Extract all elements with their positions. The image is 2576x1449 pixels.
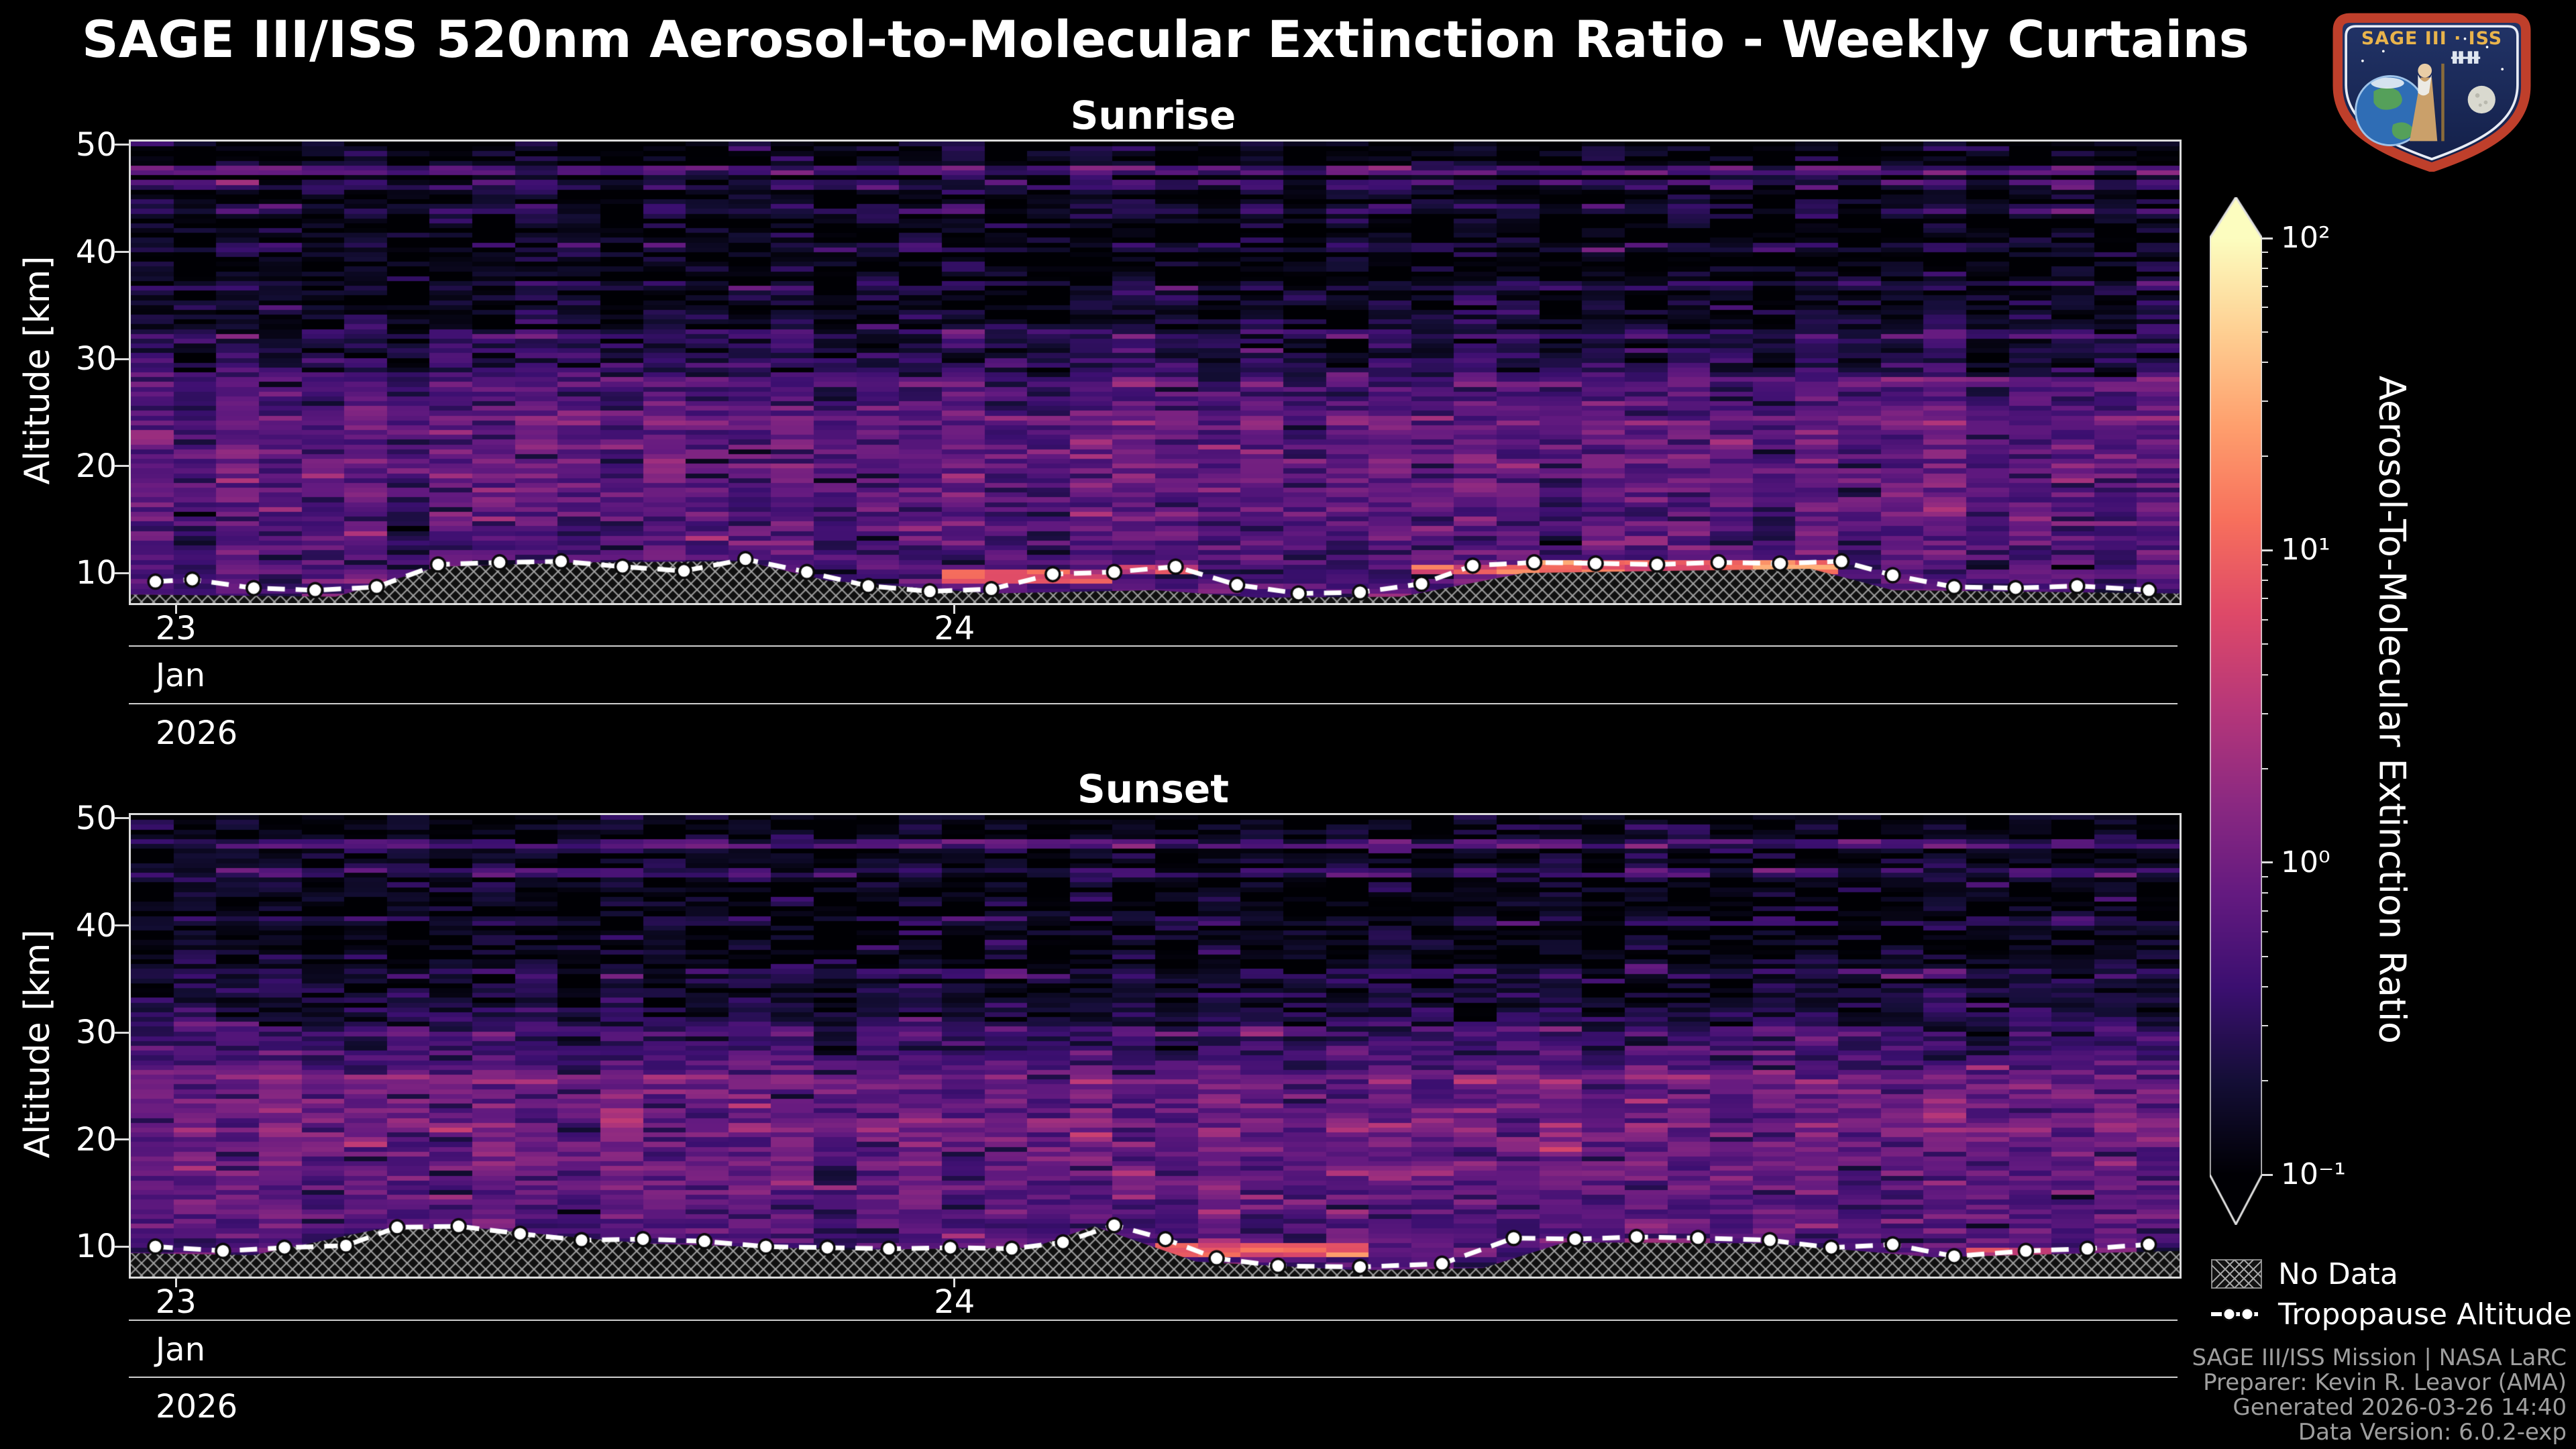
logo-title: SAGE III · ISS — [2361, 28, 2502, 49]
colorbar-minor-tick — [2262, 875, 2268, 877]
sunrise-plot-area — [129, 140, 2182, 605]
colorbar-label: Aerosol-To-Molecular Extinction Ratio — [2371, 376, 2414, 1044]
sunset-title: Sunset — [1077, 766, 1229, 812]
y-tick-label-sunrise-10: 10 — [75, 554, 117, 592]
colorbar-minor-tick — [2262, 674, 2268, 676]
y-tick-label-sunrise-50: 50 — [75, 125, 117, 164]
colorbar-minor-tick — [2262, 400, 2268, 402]
legend-tropopause-label: Tropopause Altitude — [2278, 1297, 2573, 1332]
moon-icon — [2467, 85, 2496, 114]
x-tick-label-sunset-23: 23 — [155, 1283, 197, 1321]
colorbar-tick-label-10⁻¹: 10⁻¹ — [2281, 1157, 2346, 1191]
sunset-date-rule-month — [129, 1320, 2178, 1321]
colorbar-minor-tick — [2262, 985, 2268, 987]
x-tick-label-sunset-24: 24 — [934, 1283, 975, 1321]
colorbar-minor-tick — [2262, 598, 2268, 600]
colorbar-tick-label-10⁰: 10⁰ — [2281, 845, 2330, 879]
y-tick-label-sunrise-30: 30 — [75, 340, 117, 378]
y-tick-mark-sunrise-20 — [114, 465, 129, 468]
y-tick-label-sunrise-20: 20 — [75, 447, 117, 485]
sunrise-y-axis-label: Altitude [km] — [17, 256, 58, 485]
figure-title: SAGE III/ISS 520nm Aerosol-to-Molecular … — [82, 9, 2249, 69]
y-tick-mark-sunset-40 — [114, 924, 129, 927]
credit-line-preparer: Preparer: Kevin R. Leavor (AMA) — [2203, 1369, 2567, 1396]
sunrise-heatmap-canvas — [131, 142, 2180, 603]
credit-line-version: Data Version: 6.0.2-exp — [2298, 1419, 2567, 1446]
colorbar-tick-label-10²: 10² — [2281, 221, 2330, 255]
colorbar-minor-tick — [2262, 955, 2268, 957]
sage-iss-logo: SAGE III · ISS — [2332, 13, 2531, 172]
credits: SAGE III/ISS Mission | NASA LaRC Prepare… — [2192, 1346, 2567, 1445]
y-tick-mark-sunset-30 — [114, 1031, 129, 1034]
wizard-figure — [2410, 63, 2445, 142]
x-tick-label-sunrise-24: 24 — [934, 610, 975, 647]
colorbar-tick-mark-10⁻¹ — [2262, 1173, 2273, 1176]
y-tick-mark-sunset-10 — [114, 1245, 129, 1248]
earth-icon — [2355, 74, 2426, 147]
y-tick-label-sunrise-40: 40 — [75, 233, 117, 271]
y-tick-label-sunset-40: 40 — [75, 906, 117, 945]
colorbar-minor-tick — [2262, 268, 2268, 270]
tropopause-line-icon — [2211, 1307, 2262, 1322]
sunrise-year-label: 2026 — [156, 714, 238, 752]
y-tick-mark-sunrise-50 — [114, 144, 129, 146]
sunset-year-label: 2026 — [156, 1388, 238, 1426]
colorbar-minor-tick — [2262, 910, 2268, 912]
colorbar-minor-tick — [2262, 619, 2268, 621]
y-tick-mark-sunrise-40 — [114, 251, 129, 254]
no-data-hatch-icon — [2211, 1259, 2262, 1289]
colorbar-minor-tick — [2262, 252, 2268, 254]
sunset-date-rule-year — [129, 1377, 2178, 1378]
colorbar-minor-tick — [2262, 1079, 2268, 1081]
legend-tropopause: Tropopause Altitude — [2211, 1297, 2573, 1332]
colorbar-minor-tick — [2262, 362, 2268, 364]
x-tick-label-sunrise-23: 23 — [155, 610, 197, 647]
y-tick-mark-sunrise-30 — [114, 358, 129, 360]
colorbar-tick-mark-10⁰ — [2262, 861, 2273, 864]
y-tick-mark-sunset-20 — [114, 1138, 129, 1141]
y-tick-mark-sunset-50 — [114, 817, 129, 820]
sunrise-month-label: Jan — [156, 657, 205, 694]
colorbar — [2210, 197, 2262, 1225]
colorbar-minor-tick — [2262, 1024, 2268, 1026]
sunrise-date-rule-year — [129, 703, 2178, 704]
sunset-heatmap-canvas — [131, 815, 2180, 1277]
colorbar-tick-mark-10² — [2262, 237, 2273, 239]
colorbar-minor-tick — [2262, 892, 2268, 894]
colorbar-tick-mark-10¹ — [2262, 549, 2273, 551]
sunset-month-label: Jan — [156, 1331, 205, 1368]
colorbar-minor-tick — [2262, 767, 2268, 769]
colorbar-minor-tick — [2262, 930, 2268, 932]
colorbar-minor-tick — [2262, 331, 2268, 333]
y-tick-mark-sunrise-10 — [114, 572, 129, 574]
y-tick-label-sunset-10: 10 — [75, 1228, 117, 1266]
legend-no-data-label: No Data — [2278, 1256, 2398, 1291]
sunrise-date-rule-month — [129, 645, 2178, 647]
colorbar-minor-tick — [2262, 564, 2268, 566]
credit-line-mission: SAGE III/ISS Mission | NASA LaRC — [2192, 1344, 2567, 1371]
colorbar-minor-tick — [2262, 455, 2268, 458]
sunrise-title: Sunrise — [1070, 93, 1236, 138]
credit-line-generated: Generated 2026-03-26 14:40 — [2233, 1394, 2567, 1421]
colorbar-minor-tick — [2262, 580, 2268, 582]
y-tick-label-sunset-50: 50 — [75, 799, 117, 837]
colorbar-minor-tick — [2262, 712, 2268, 714]
iss-glyph — [2451, 51, 2481, 64]
legend-no-data: No Data — [2211, 1257, 2398, 1291]
colorbar-minor-tick — [2262, 286, 2268, 288]
y-tick-label-sunset-30: 30 — [75, 1014, 117, 1052]
colorbar-tick-label-10¹: 10¹ — [2281, 533, 2330, 568]
colorbar-minor-tick — [2262, 307, 2268, 309]
colorbar-minor-tick — [2262, 643, 2268, 645]
y-tick-label-sunset-20: 20 — [75, 1120, 117, 1159]
sunset-y-axis-label: Altitude [km] — [17, 929, 58, 1159]
sunset-plot-area — [129, 813, 2182, 1279]
